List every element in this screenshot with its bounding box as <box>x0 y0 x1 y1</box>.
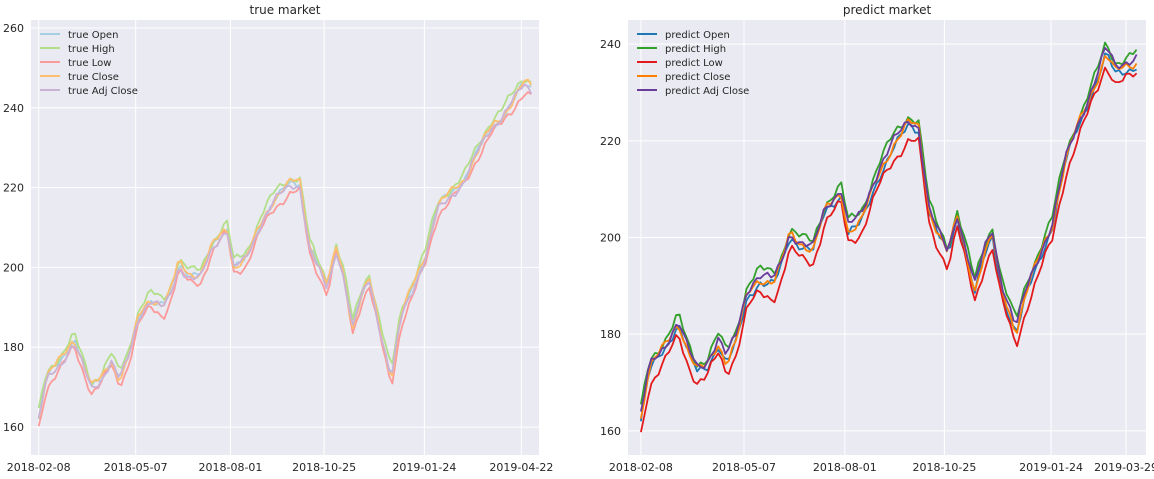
chart-title: true market <box>249 3 320 17</box>
legend-label: predict Adj Close <box>665 86 749 97</box>
legend-label: true Adj Close <box>68 86 138 97</box>
legend-label: true Open <box>68 30 118 41</box>
legend-label: predict Open <box>665 30 730 41</box>
y-tick-label: 260 <box>3 22 24 35</box>
plot-area <box>31 20 539 455</box>
y-tick-label: 220 <box>600 135 621 148</box>
y-tick-label: 220 <box>3 182 24 195</box>
legend-label: predict Low <box>665 58 723 69</box>
legend: true Open true High true Low true Close true… <box>40 30 138 97</box>
legend-label: true High <box>68 44 115 55</box>
series-line-true-close <box>37 78 533 419</box>
y-tick-label: 180 <box>3 341 24 354</box>
series-line-predict-low <box>640 66 1138 433</box>
chart-panel-2: 160 180 200 220 240 2018-02-08 2018-05-07 2018-… <box>600 3 1154 474</box>
series-line-predict-adj-close <box>640 47 1138 412</box>
y-tick-label: 240 <box>3 102 24 115</box>
series-line-true-low <box>37 91 532 427</box>
y-tick-label: 200 <box>3 261 24 274</box>
x-tick-label: 2019-01-24 <box>1019 461 1083 474</box>
legend-label: true Low <box>68 58 111 69</box>
x-tick-label: 2018-10-25 <box>912 461 976 474</box>
y-tick-label: 200 <box>600 232 621 245</box>
x-tick-label: 2018-08-01 <box>198 461 262 474</box>
series-line-true-adj-close <box>37 83 533 418</box>
legend-label: predict High <box>665 44 726 55</box>
chart-panel-1: 160 180 200 220 240 260 2018-02-08 2018-05-07 20… <box>3 3 553 474</box>
x-tick-label: 2018-05-07 <box>104 461 168 474</box>
y-tick-label: 160 <box>3 421 24 434</box>
x-tick-label: 2018-02-08 <box>609 461 673 474</box>
chart-title: predict market <box>843 3 932 17</box>
legend: predict Open predict High predict Low predi… <box>637 30 749 97</box>
y-tick-label: 240 <box>600 38 621 51</box>
x-tick-label: 2018-02-08 <box>7 461 71 474</box>
x-tick-label: 2019-01-24 <box>392 461 456 474</box>
x-tick-label: 2018-05-07 <box>712 461 776 474</box>
y-tick-label: 180 <box>600 328 621 341</box>
x-tick-label: 2019-03-29 <box>1094 461 1154 474</box>
x-tick-label: 2018-08-01 <box>813 461 877 474</box>
series-line-predict-high <box>640 41 1138 405</box>
x-tick-label: 2018-10-25 <box>292 461 356 474</box>
y-tick-label: 160 <box>600 425 621 438</box>
x-tick-label: 2019-04-22 <box>489 461 553 474</box>
legend-label: predict Close <box>665 72 730 83</box>
legend-label: true Close <box>68 72 119 83</box>
